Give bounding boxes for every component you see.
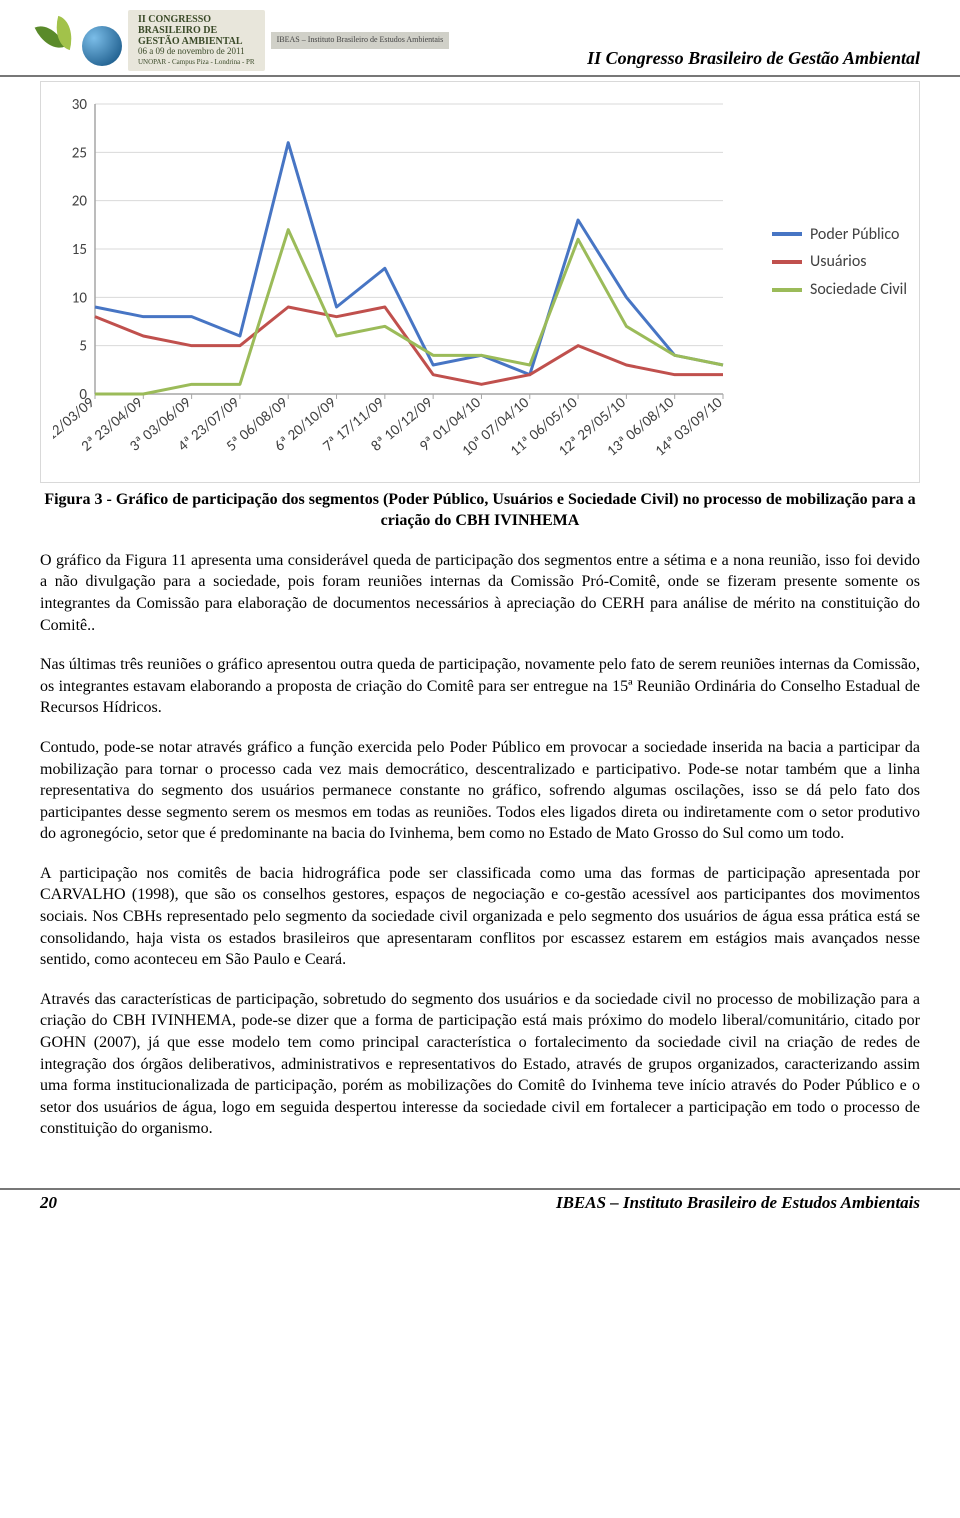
svg-text:20: 20 xyxy=(72,192,88,210)
participation-line-chart: 0510152025301ª 12/03/092ª 23/04/093ª 03/… xyxy=(53,94,764,474)
svg-text:5: 5 xyxy=(79,337,87,355)
legend-label: Poder Público xyxy=(810,224,899,246)
legend-swatch xyxy=(772,288,802,292)
paragraph-5: Através das características de participa… xyxy=(40,989,920,1140)
congress-info-box: II CONGRESSO BRASILEIRO DE GESTÃO AMBIEN… xyxy=(128,10,265,71)
figure-caption: Figura 3 - Gráfico de participação dos s… xyxy=(40,489,920,532)
svg-text:15: 15 xyxy=(72,241,87,259)
chart-legend: Poder Público Usuários Sociedade Civil xyxy=(772,94,907,474)
legend-item: Sociedade Civil xyxy=(772,279,907,301)
page-number: 20 xyxy=(40,1192,57,1215)
legend-swatch xyxy=(772,260,802,264)
ibeas-sponsor-tag: IBEAS – Instituto Brasileiro de Estudos … xyxy=(271,32,450,49)
congress-dates: 06 a 09 de novembro de 2011 xyxy=(138,46,245,56)
page-footer: 20 IBEAS – Instituto Brasileiro de Estud… xyxy=(0,1188,960,1233)
page-header: II CONGRESSO BRASILEIRO DE GESTÃO AMBIEN… xyxy=(0,0,960,77)
footer-org: IBEAS – Instituto Brasileiro de Estudos … xyxy=(556,1192,920,1215)
paragraph-1: O gráfico da Figura 11 apresenta uma con… xyxy=(40,550,920,636)
leaf-icon xyxy=(40,18,84,62)
paragraph-2: Nas últimas três reuniões o gráfico apre… xyxy=(40,654,920,719)
legend-label: Sociedade Civil xyxy=(810,279,907,301)
congress-line2: BRASILEIRO DE xyxy=(138,25,217,36)
globe-icon xyxy=(82,26,122,66)
legend-label: Usuários xyxy=(810,251,867,273)
legend-item: Usuários xyxy=(772,251,907,273)
paragraph-4: A participação nos comitês de bacia hidr… xyxy=(40,863,920,971)
congress-logo: II CONGRESSO BRASILEIRO DE GESTÃO AMBIEN… xyxy=(40,10,449,71)
header-title: II Congresso Brasileiro de Gestão Ambien… xyxy=(587,46,920,70)
legend-swatch xyxy=(772,232,802,236)
congress-line1: II CONGRESSO xyxy=(138,14,211,25)
svg-text:30: 30 xyxy=(72,96,88,114)
svg-text:25: 25 xyxy=(72,144,87,162)
participation-chart-figure: 0510152025301ª 12/03/092ª 23/04/093ª 03/… xyxy=(40,81,920,532)
congress-footer-line: UNOPAR - Campus Piza - Londrina - PR xyxy=(138,59,255,67)
legend-item: Poder Público xyxy=(772,224,907,246)
paragraph-3: Contudo, pode-se notar através gráfico a… xyxy=(40,737,920,845)
svg-text:10: 10 xyxy=(72,289,88,307)
